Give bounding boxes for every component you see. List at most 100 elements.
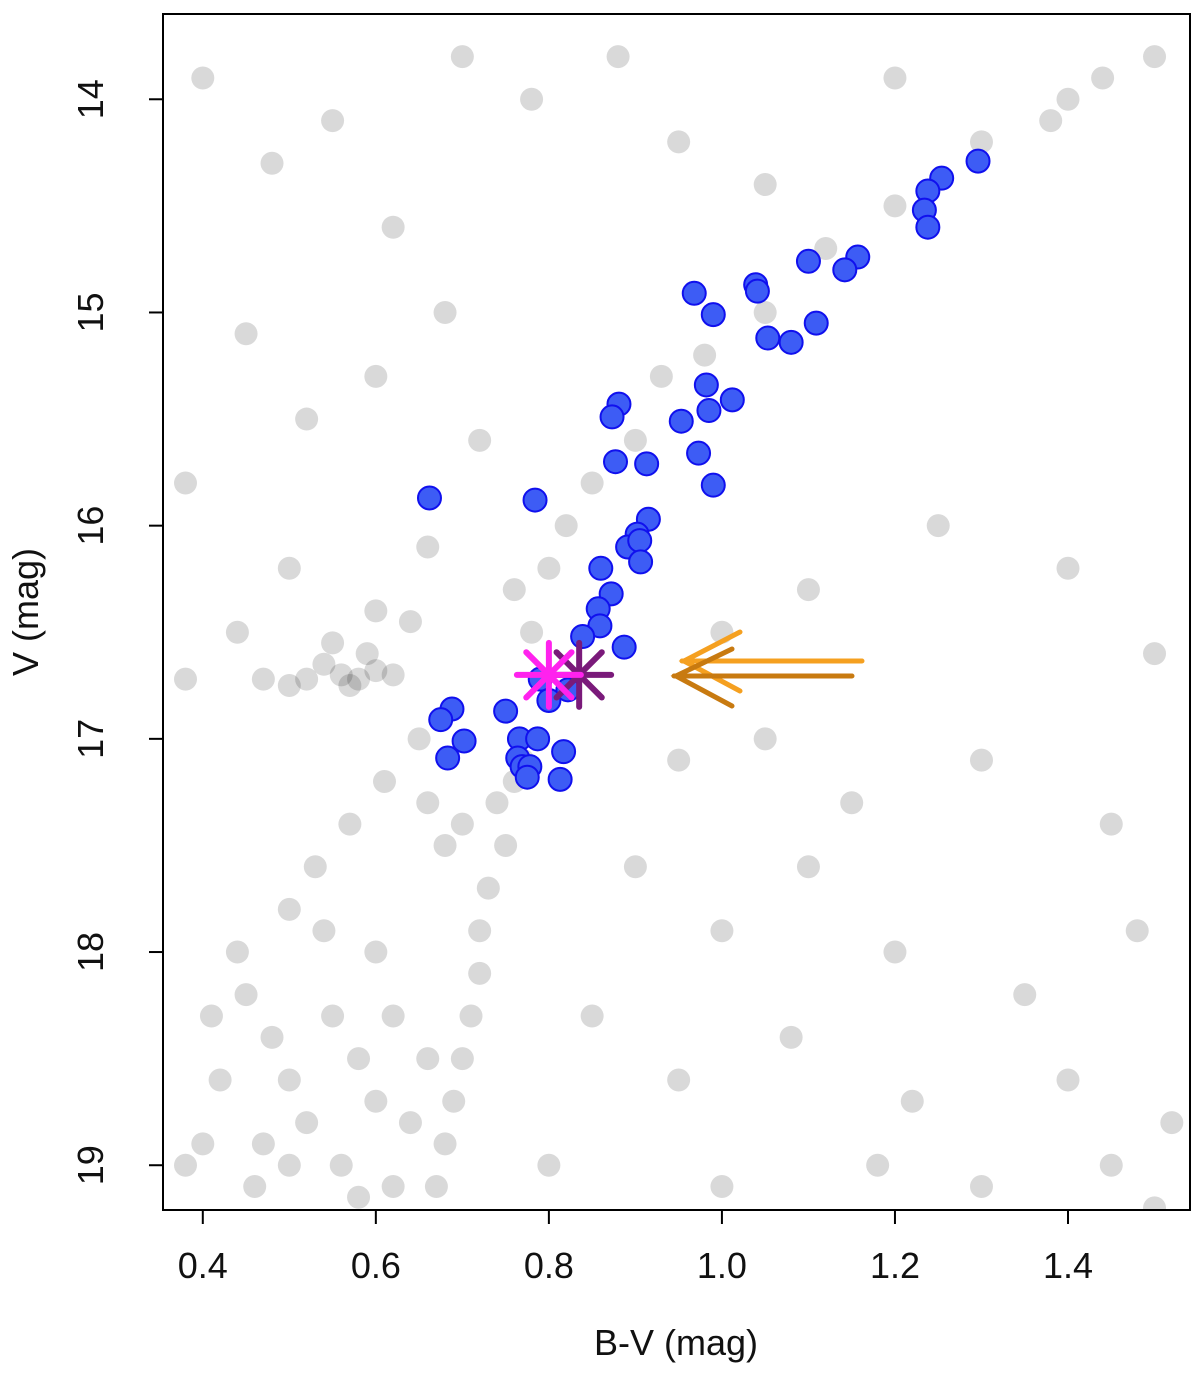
- field-star: [277, 1068, 301, 1092]
- member-star: [700, 472, 726, 498]
- field-star: [883, 940, 907, 964]
- field-star: [321, 109, 345, 133]
- field-star: [416, 1047, 440, 1071]
- member-star: [611, 634, 637, 660]
- arrows: [670, 629, 865, 709]
- member-star: [416, 485, 442, 511]
- field-star: [251, 667, 275, 691]
- y-tick-label: 18: [70, 932, 111, 972]
- field-star: [450, 812, 474, 836]
- field-star: [710, 1175, 734, 1199]
- field-star: [1125, 919, 1149, 943]
- member-star: [832, 257, 858, 283]
- member-star: [599, 404, 625, 430]
- member-star: [627, 528, 653, 554]
- field-star: [321, 1004, 345, 1028]
- field-star: [866, 1153, 890, 1177]
- x-tick-label: 1.2: [870, 1245, 920, 1286]
- field-star: [1039, 109, 1063, 133]
- field-star: [329, 663, 353, 687]
- member-star: [628, 549, 654, 575]
- field-star: [251, 1132, 275, 1156]
- y-tick-label: 15: [70, 292, 111, 332]
- member-star: [634, 451, 660, 477]
- field-star: [649, 364, 673, 388]
- y-tick-label: 19: [70, 1145, 111, 1185]
- field-star: [502, 578, 526, 602]
- member-star: [681, 280, 707, 306]
- member-star: [778, 329, 804, 355]
- member-star: [700, 302, 726, 328]
- field-star: [338, 812, 362, 836]
- member-star: [719, 387, 745, 413]
- member-star: [428, 707, 454, 733]
- field-star: [468, 961, 492, 985]
- field-star: [468, 428, 492, 452]
- field-star: [779, 1025, 803, 1049]
- field-star: [260, 1025, 284, 1049]
- field-star: [969, 130, 993, 154]
- field-star: [312, 652, 336, 676]
- field-star: [554, 514, 578, 538]
- field-star: [225, 940, 249, 964]
- member-star: [493, 698, 519, 724]
- field-star: [537, 1153, 561, 1177]
- member-star: [803, 310, 829, 336]
- field-star: [381, 663, 405, 687]
- field-star: [295, 1111, 319, 1135]
- field-star: [667, 748, 691, 772]
- field-star: [1056, 1068, 1080, 1092]
- member-star: [435, 745, 461, 771]
- field-star: [485, 791, 509, 815]
- member-star: [744, 278, 770, 304]
- field-star: [407, 727, 431, 751]
- field-star: [1160, 1111, 1184, 1135]
- field-star: [520, 620, 544, 644]
- y-axis-label: V (mag): [5, 548, 46, 676]
- field-star: [225, 620, 249, 644]
- field-star: [364, 364, 388, 388]
- x-tick-label: 0.8: [524, 1245, 574, 1286]
- field-star: [459, 1004, 483, 1028]
- member-star: [514, 764, 540, 790]
- field-star: [883, 66, 907, 90]
- field-star: [1056, 87, 1080, 111]
- field-star: [329, 1153, 353, 1177]
- member-star: [965, 148, 991, 174]
- member-star: [522, 487, 548, 513]
- field-star: [1091, 66, 1115, 90]
- field-star: [433, 300, 457, 324]
- member-star: [570, 624, 596, 650]
- plot-frame: [162, 13, 1191, 1211]
- field-star: [277, 556, 301, 580]
- member-star: [551, 739, 577, 765]
- field-star: [468, 919, 492, 943]
- field-star: [347, 1185, 371, 1209]
- field-star: [424, 1175, 448, 1199]
- field-star: [208, 1068, 232, 1092]
- field-star: [191, 1132, 215, 1156]
- field-star: [347, 667, 371, 691]
- field-star: [416, 535, 440, 559]
- field-star: [312, 919, 336, 943]
- field-star: [1099, 1153, 1123, 1177]
- field-star: [969, 1175, 993, 1199]
- field-star: [883, 194, 907, 218]
- plot-area: [173, 45, 1184, 1210]
- member-star: [915, 214, 941, 240]
- field-star: [433, 833, 457, 857]
- member-star: [686, 440, 712, 466]
- field-star: [355, 642, 379, 666]
- field-star: [260, 151, 284, 175]
- field-star: [969, 748, 993, 772]
- field-star: [303, 855, 327, 879]
- x-tick-label: 0.4: [178, 1245, 228, 1286]
- field-star: [1143, 642, 1167, 666]
- field-star: [295, 667, 319, 691]
- field-star: [1099, 812, 1123, 836]
- field-star: [277, 1153, 301, 1177]
- field-star: [442, 1089, 466, 1113]
- field-star: [814, 237, 838, 261]
- x-axis-label: B-V (mag): [594, 1322, 758, 1363]
